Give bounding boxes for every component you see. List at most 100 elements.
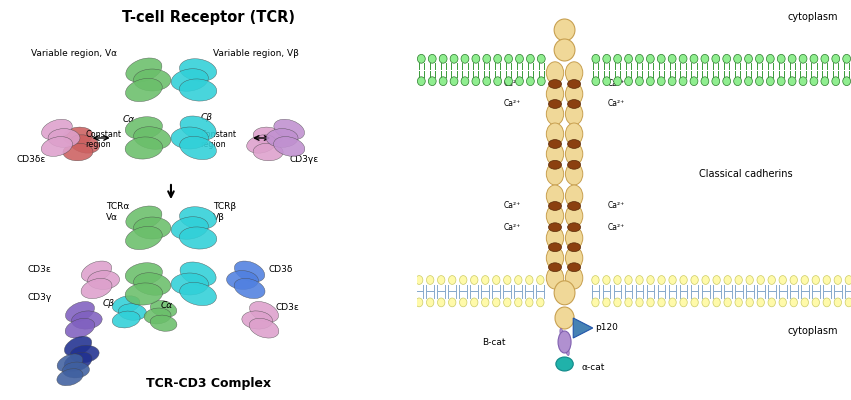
Ellipse shape <box>62 362 89 378</box>
Ellipse shape <box>690 54 698 63</box>
Ellipse shape <box>63 143 93 161</box>
Ellipse shape <box>603 77 611 86</box>
Ellipse shape <box>810 54 818 63</box>
Ellipse shape <box>812 276 820 284</box>
Ellipse shape <box>125 78 163 102</box>
Ellipse shape <box>450 54 458 63</box>
Ellipse shape <box>505 54 512 63</box>
Ellipse shape <box>834 276 842 284</box>
Ellipse shape <box>702 298 709 307</box>
Ellipse shape <box>448 276 456 284</box>
Ellipse shape <box>242 311 272 329</box>
Ellipse shape <box>134 127 171 149</box>
Ellipse shape <box>526 276 533 284</box>
Ellipse shape <box>527 77 534 86</box>
Ellipse shape <box>125 283 163 305</box>
Ellipse shape <box>415 276 423 284</box>
Ellipse shape <box>679 77 687 86</box>
Ellipse shape <box>66 302 94 322</box>
Ellipse shape <box>554 281 575 305</box>
Text: Ca²⁺: Ca²⁺ <box>504 100 521 108</box>
Ellipse shape <box>625 77 632 86</box>
Text: Ca²⁺: Ca²⁺ <box>608 223 625 232</box>
Text: cytoplasm: cytoplasm <box>787 326 838 336</box>
Ellipse shape <box>249 318 279 338</box>
Ellipse shape <box>516 54 523 63</box>
Ellipse shape <box>724 298 731 307</box>
Ellipse shape <box>712 77 720 86</box>
Ellipse shape <box>614 298 621 307</box>
Ellipse shape <box>126 206 162 230</box>
Ellipse shape <box>722 54 731 63</box>
Ellipse shape <box>71 311 102 329</box>
Ellipse shape <box>842 77 850 86</box>
Ellipse shape <box>493 298 500 307</box>
Ellipse shape <box>253 143 283 161</box>
Ellipse shape <box>799 54 807 63</box>
Text: Cβ: Cβ <box>102 300 114 308</box>
Ellipse shape <box>549 243 562 252</box>
Ellipse shape <box>180 262 216 286</box>
Ellipse shape <box>668 54 676 63</box>
Ellipse shape <box>537 298 544 307</box>
Text: cytoplasm: cytoplasm <box>787 12 838 22</box>
Ellipse shape <box>790 276 797 284</box>
Ellipse shape <box>439 77 447 86</box>
Ellipse shape <box>418 77 426 86</box>
Ellipse shape <box>144 308 171 324</box>
Ellipse shape <box>546 143 563 165</box>
Text: Cβ: Cβ <box>200 114 212 122</box>
Text: CD3γ: CD3γ <box>27 294 51 302</box>
Ellipse shape <box>734 54 741 63</box>
Ellipse shape <box>546 163 563 185</box>
Ellipse shape <box>549 100 562 108</box>
Ellipse shape <box>537 77 545 86</box>
Ellipse shape <box>823 298 831 307</box>
Ellipse shape <box>810 77 818 86</box>
Text: Ca²⁺: Ca²⁺ <box>504 202 521 210</box>
Ellipse shape <box>42 137 72 156</box>
Ellipse shape <box>472 77 480 86</box>
Ellipse shape <box>636 54 643 63</box>
Ellipse shape <box>756 77 763 86</box>
Ellipse shape <box>273 137 305 156</box>
Text: TCRα
Vα: TCRα Vα <box>106 202 129 222</box>
Ellipse shape <box>549 223 562 232</box>
Ellipse shape <box>568 202 580 210</box>
Ellipse shape <box>504 276 511 284</box>
Ellipse shape <box>48 129 80 147</box>
Ellipse shape <box>151 300 177 317</box>
Ellipse shape <box>565 103 583 125</box>
Ellipse shape <box>81 278 112 298</box>
Ellipse shape <box>788 77 796 86</box>
Text: CD3γε: CD3γε <box>290 156 319 164</box>
Ellipse shape <box>537 54 545 63</box>
Ellipse shape <box>546 205 563 227</box>
Ellipse shape <box>118 304 146 320</box>
Ellipse shape <box>554 19 575 41</box>
Ellipse shape <box>831 77 840 86</box>
Text: CD3ε: CD3ε <box>275 304 299 312</box>
Ellipse shape <box>614 77 621 86</box>
Ellipse shape <box>549 202 562 210</box>
Ellipse shape <box>823 276 831 284</box>
Ellipse shape <box>546 185 563 207</box>
Ellipse shape <box>546 62 563 84</box>
Ellipse shape <box>63 127 93 145</box>
Text: Cα: Cα <box>161 302 173 310</box>
Ellipse shape <box>428 54 437 63</box>
Ellipse shape <box>779 298 786 307</box>
Ellipse shape <box>546 247 563 269</box>
Ellipse shape <box>799 77 807 86</box>
Ellipse shape <box>234 261 265 282</box>
Ellipse shape <box>505 77 512 86</box>
Ellipse shape <box>565 185 583 207</box>
Ellipse shape <box>66 318 94 338</box>
Ellipse shape <box>439 54 447 63</box>
Ellipse shape <box>546 103 563 125</box>
Ellipse shape <box>788 54 796 63</box>
Ellipse shape <box>549 160 562 169</box>
Ellipse shape <box>636 298 643 307</box>
Ellipse shape <box>134 69 171 91</box>
Ellipse shape <box>592 77 600 86</box>
